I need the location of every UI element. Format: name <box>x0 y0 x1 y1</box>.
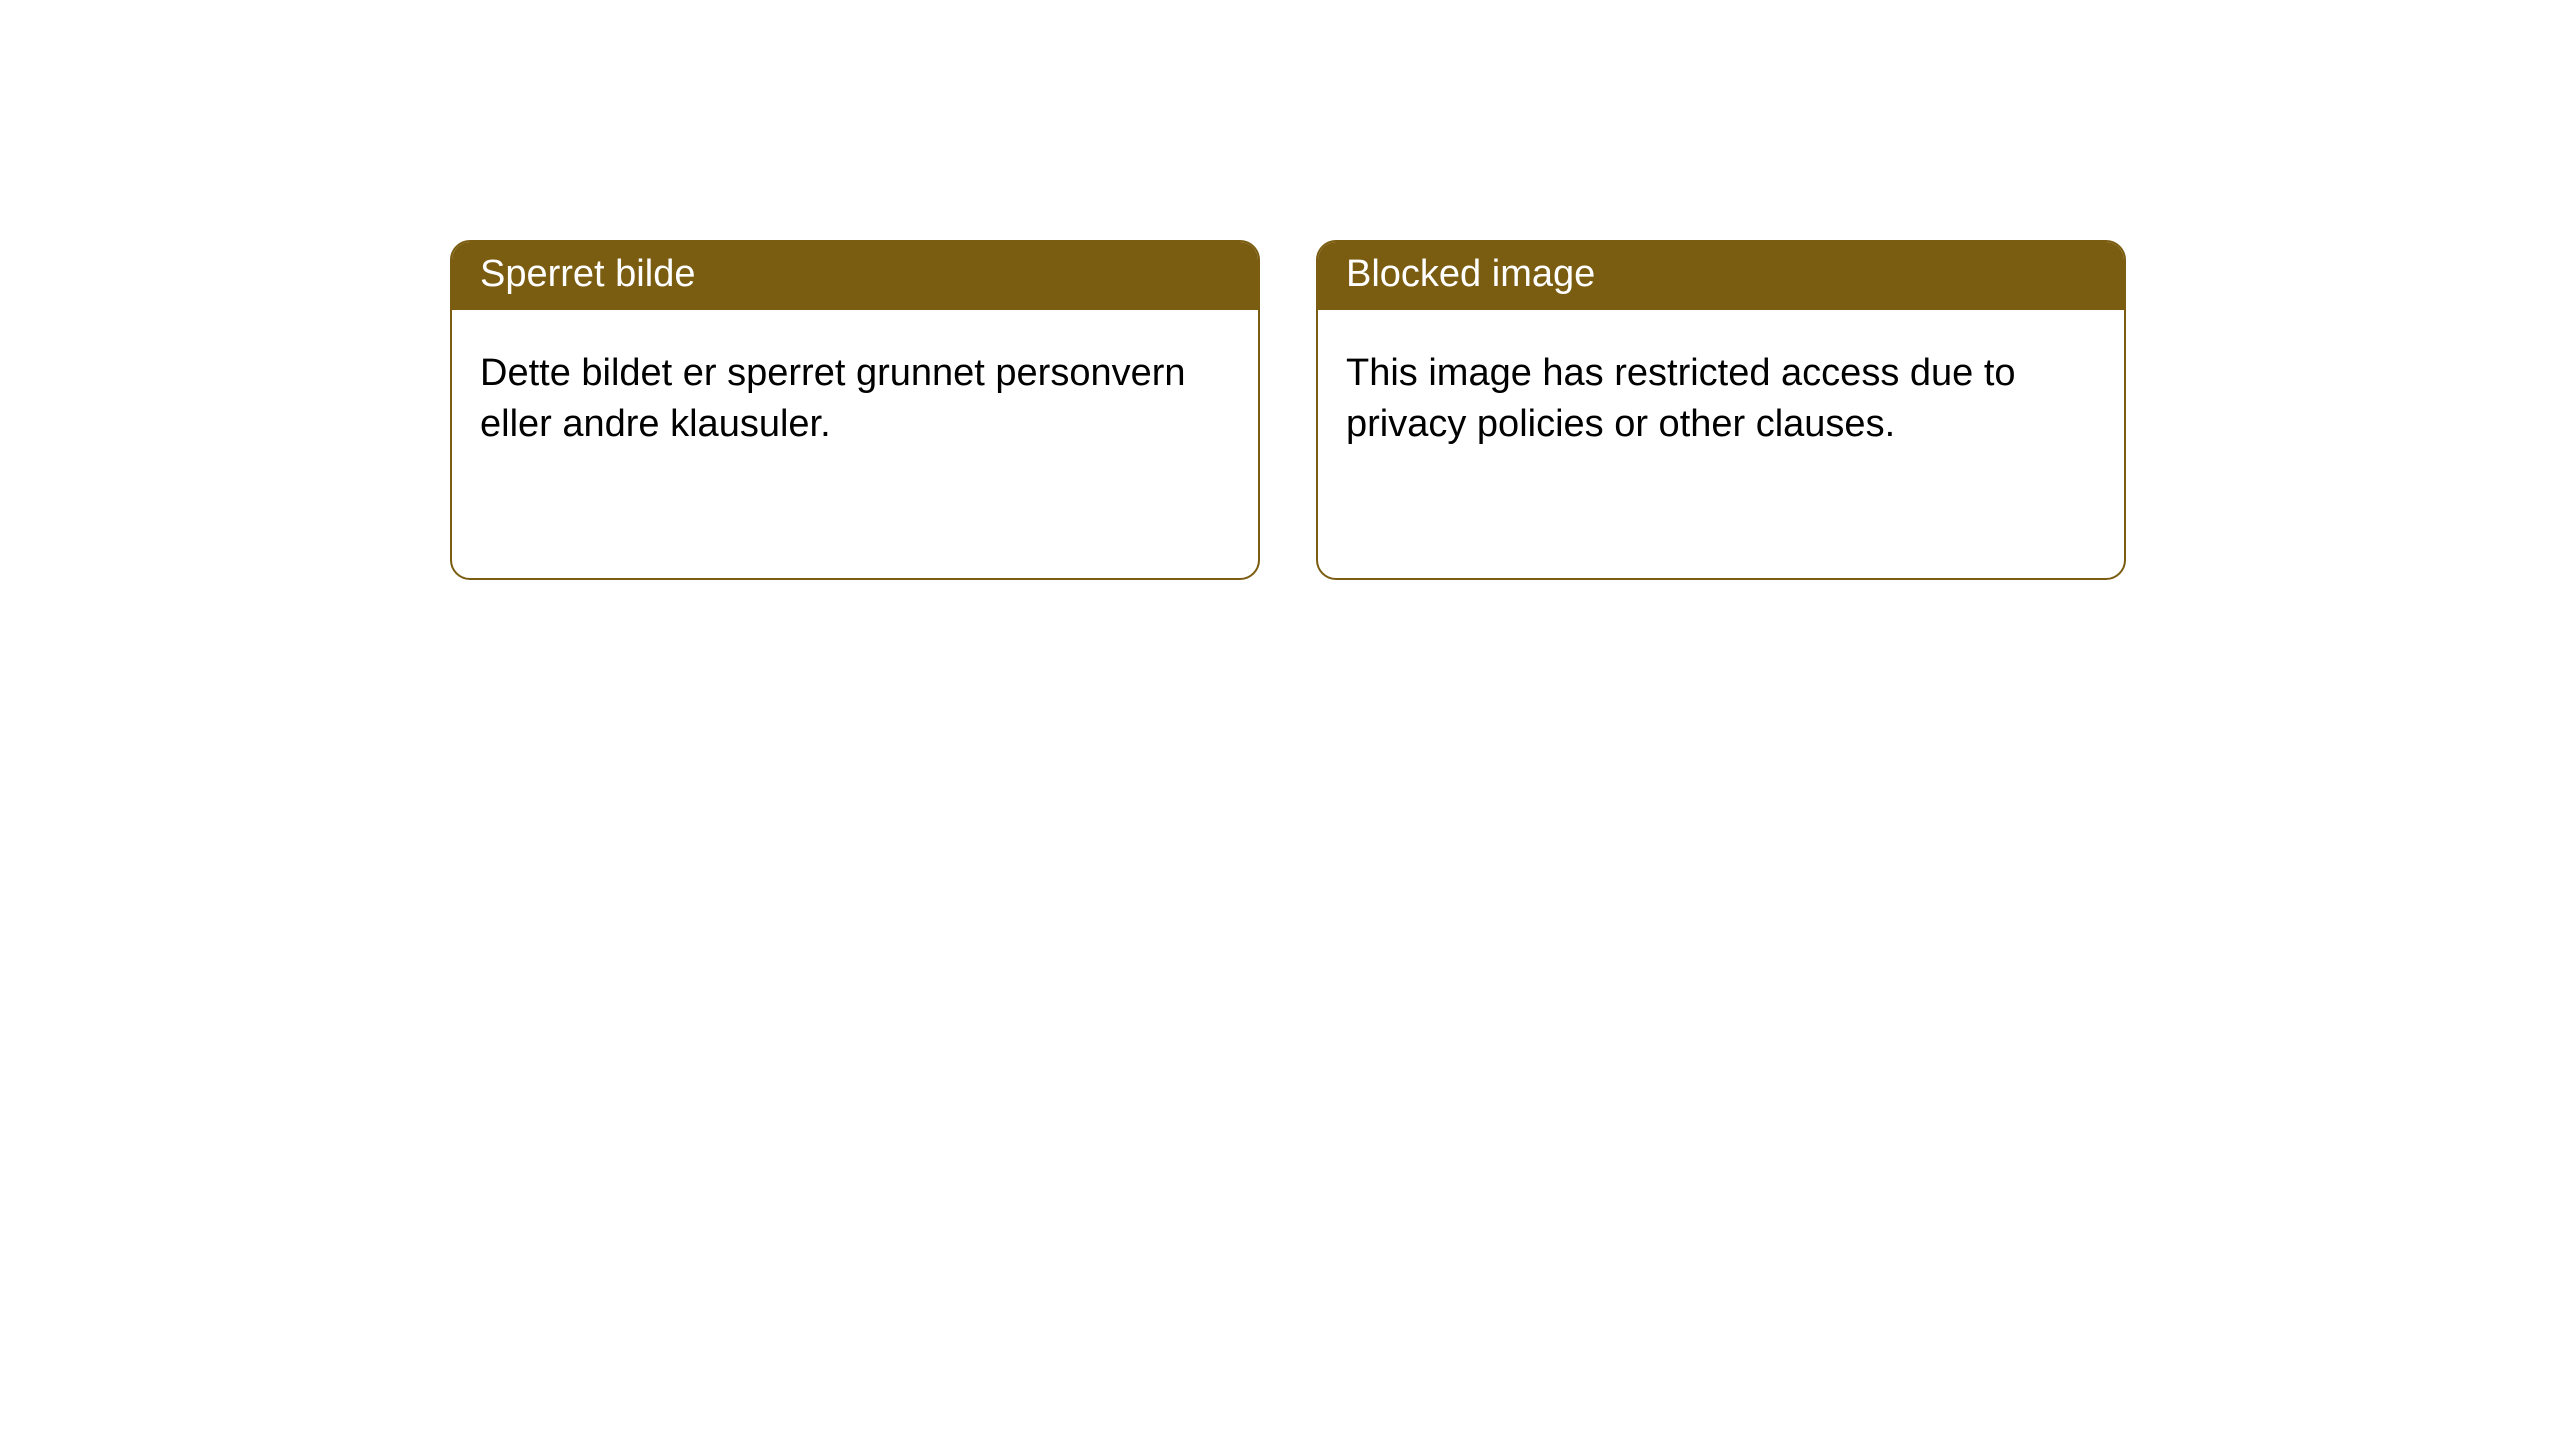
blocked-image-card-en: Blocked image This image has restricted … <box>1316 240 2126 580</box>
notice-container: Sperret bilde Dette bildet er sperret gr… <box>0 0 2560 580</box>
card-header-en: Blocked image <box>1318 242 2124 310</box>
card-body-en: This image has restricted access due to … <box>1318 310 2124 489</box>
blocked-image-card-no: Sperret bilde Dette bildet er sperret gr… <box>450 240 1260 580</box>
card-header-no: Sperret bilde <box>452 242 1258 310</box>
card-body-no: Dette bildet er sperret grunnet personve… <box>452 310 1258 489</box>
